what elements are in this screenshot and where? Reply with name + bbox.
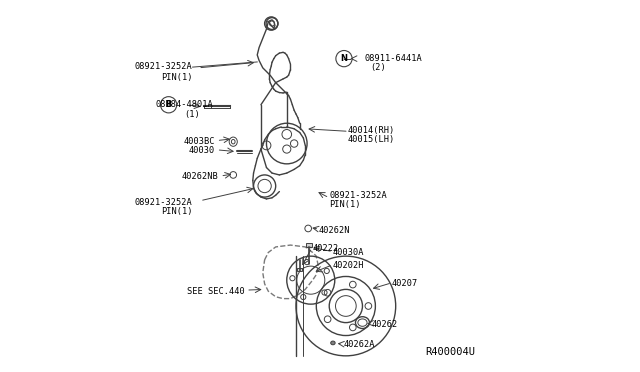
Bar (307, 243, 312, 247)
Text: 08921-3252A: 08921-3252A (135, 61, 193, 71)
Text: 08921-3252A: 08921-3252A (329, 191, 387, 200)
Text: N: N (340, 54, 348, 63)
Text: 40262: 40262 (372, 320, 398, 329)
Text: 08911-6441A: 08911-6441A (364, 54, 422, 63)
Text: 40262NB: 40262NB (182, 172, 218, 181)
Text: SEE SEC.440: SEE SEC.440 (186, 287, 244, 296)
Text: 40262A: 40262A (344, 340, 376, 349)
Bar (297, 268, 302, 271)
Text: 40207: 40207 (392, 279, 419, 288)
Text: 40015(LH): 40015(LH) (348, 135, 395, 144)
Text: B: B (165, 100, 172, 109)
Text: R400004U: R400004U (425, 347, 475, 357)
Text: PIN(1): PIN(1) (329, 200, 361, 209)
Text: (1): (1) (184, 109, 200, 119)
Ellipse shape (331, 341, 335, 345)
Text: 40202H: 40202H (333, 261, 364, 270)
Text: 40262N: 40262N (318, 226, 349, 235)
Text: 4003BC: 4003BC (183, 137, 215, 146)
Text: 40014(RH): 40014(RH) (348, 126, 395, 135)
Text: (2): (2) (370, 63, 385, 72)
Text: 08B84-4801A: 08B84-4801A (155, 100, 213, 109)
Text: 40030: 40030 (189, 147, 215, 155)
Text: PIN(1): PIN(1) (161, 73, 193, 81)
Text: 08921-3252A: 08921-3252A (135, 198, 193, 207)
Text: 40030A: 40030A (333, 248, 364, 257)
Text: 40222: 40222 (312, 244, 339, 253)
Text: PIN(1): PIN(1) (161, 207, 193, 217)
